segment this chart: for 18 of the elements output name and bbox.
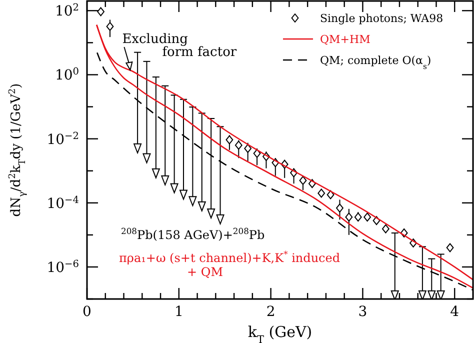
annotation: $^{208}$Pb(158 AGeV)+$^{208}$Pb	[121, 226, 265, 242]
y-tick-label: 10$^{−6}$	[46, 258, 79, 276]
legend-label: QM+HM	[320, 33, 370, 46]
y-tick-label: 10$^{−2}$	[46, 130, 79, 148]
x-tick-label: 4	[450, 304, 460, 320]
annotation: Excluding form factor	[122, 32, 238, 60]
x-axis-title: k$_{T}$ (GeV)	[248, 323, 312, 343]
legend-label: Single photons; WA98	[320, 12, 444, 25]
x-tick-label: 3	[358, 304, 368, 320]
annotation: + QM	[187, 265, 223, 279]
y-tick-label: 10$^{2}$	[54, 2, 79, 20]
annotation: πρa₁+ω (s+t channel)+K,K$^{*}$ induced	[119, 249, 340, 265]
x-tick-label: 0	[82, 304, 92, 320]
y-tick-label: 10$^{−4}$	[46, 194, 79, 212]
x-tick-label: 2	[266, 304, 276, 320]
legend-label: QM; complete O(α$_{s}$)	[320, 54, 432, 70]
y-tick-label: 10$^{0}$	[54, 66, 79, 84]
x-tick-label: 1	[174, 304, 184, 320]
